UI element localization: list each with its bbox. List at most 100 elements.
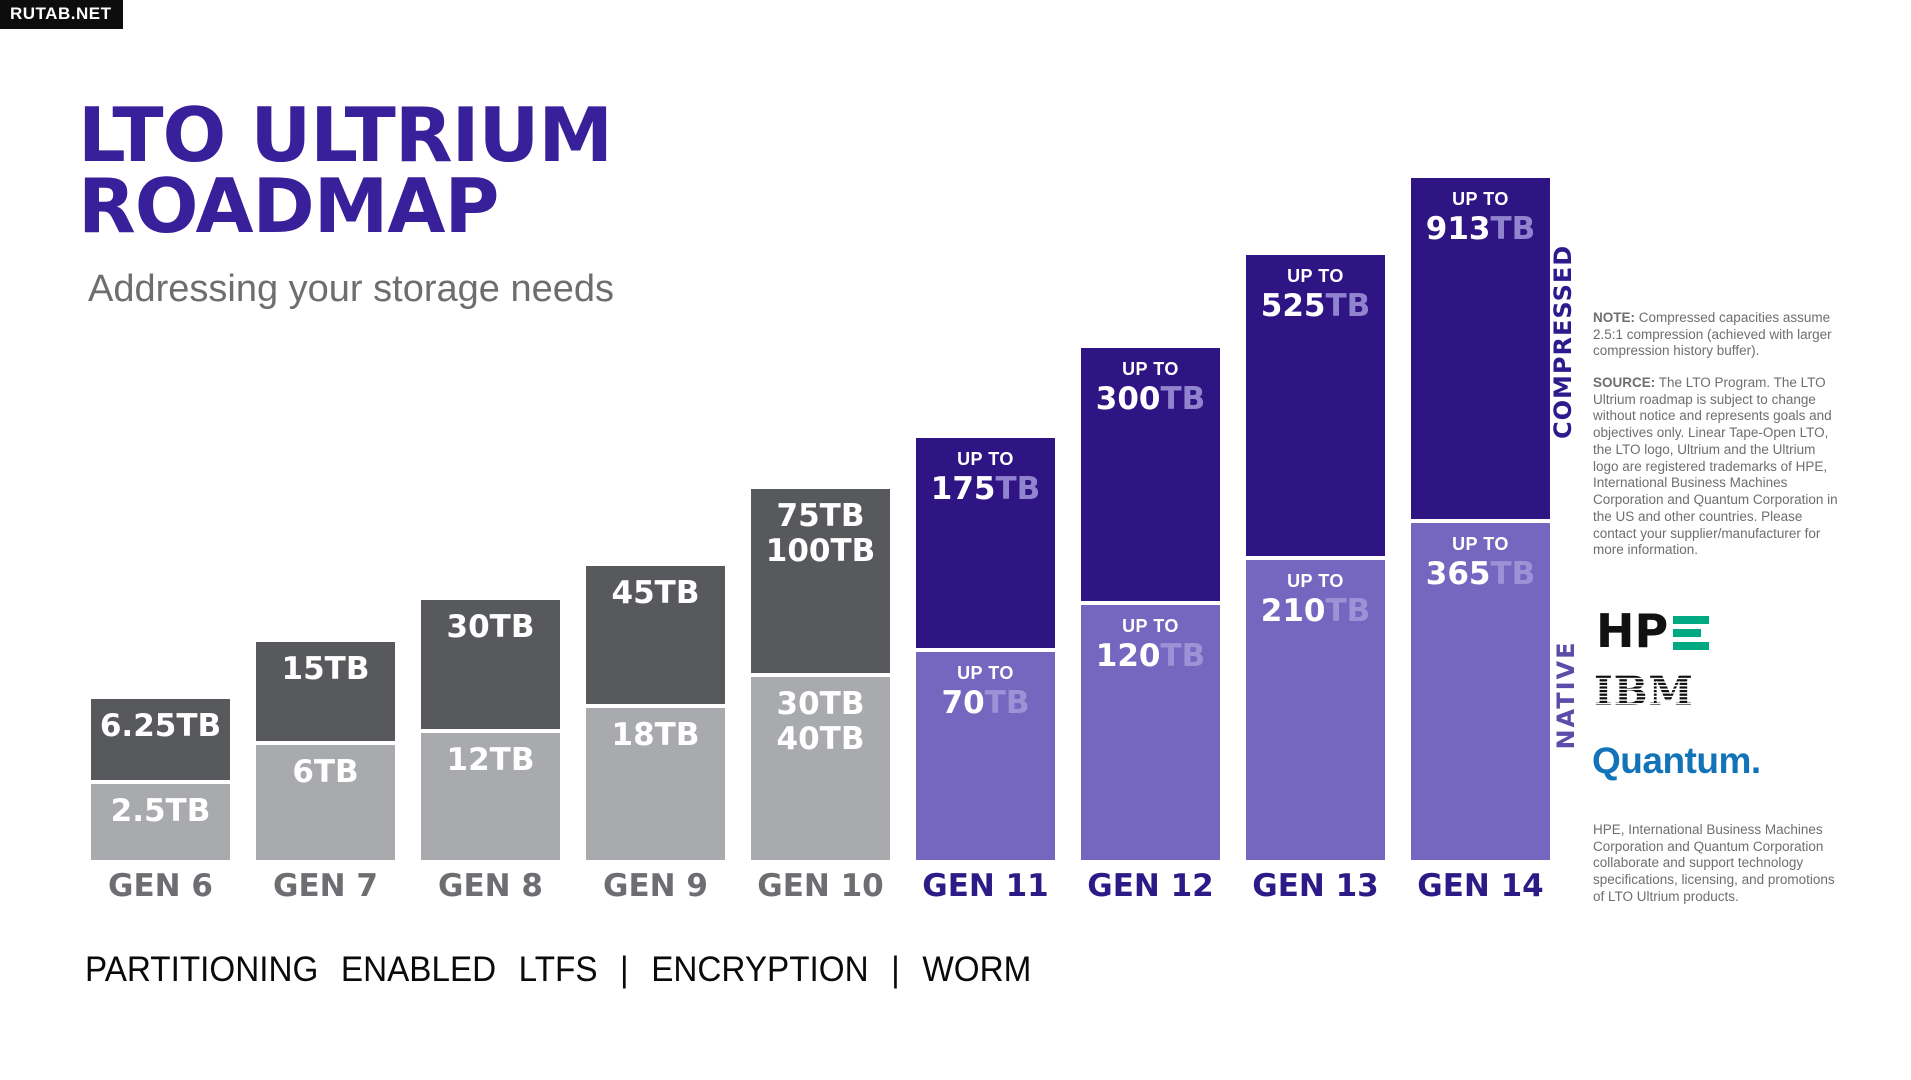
segment-value: 120TB bbox=[1081, 641, 1220, 672]
segment-value: 913TB bbox=[1411, 214, 1550, 245]
legal-paragraph: HPE, International Business Machines Cor… bbox=[1593, 822, 1835, 904]
up-to-label: UP TO bbox=[1122, 359, 1179, 379]
gen-labels: GEN 6 GEN 7 GEN 8 GEN 9 GEN 10 GEN 11 GEN 12 GE… bbox=[91, 871, 1558, 902]
hpe-logo-text: HP bbox=[1596, 604, 1669, 658]
gen-label-gen-7: GEN 7 bbox=[273, 868, 378, 904]
value-unit: TB bbox=[1490, 556, 1536, 592]
up-to-label: UP TO bbox=[1287, 571, 1344, 591]
compressed-segment-gen-12: UP TO 300TB bbox=[1081, 348, 1220, 601]
gen-label-gen-11: GEN 11 bbox=[922, 868, 1049, 904]
compressed-segment-gen-13: UP TO 525TB bbox=[1246, 255, 1385, 556]
features-line: PARTITIONING ENABLED LTFS | ENCRYPTION |… bbox=[85, 950, 1032, 989]
value-unit: TB bbox=[1325, 288, 1371, 324]
bar-gen-14: UP TO 913TB UP TO 365TB bbox=[1411, 178, 1550, 860]
segment-value: 18TB bbox=[611, 717, 700, 753]
segment-value: 75TB bbox=[776, 498, 865, 534]
source-label: SOURCE: bbox=[1593, 375, 1656, 390]
bar-gen-13: UP TO 525TB UP TO 210TB bbox=[1246, 255, 1385, 860]
gen-label-gen-9: GEN 9 bbox=[603, 868, 708, 904]
value-unit: TB bbox=[984, 685, 1030, 721]
hpe-logo: HP bbox=[1596, 604, 1710, 658]
page-title-line2: ROADMAP bbox=[78, 162, 499, 251]
segment-value: 100TB bbox=[765, 532, 876, 569]
compressed-segment-gen-7: 15TB bbox=[256, 642, 395, 741]
bar-gen-11: UP TO 175TB UP TO 70TB bbox=[916, 438, 1055, 860]
bar-gen-6: 6.25TB 2.5TB bbox=[91, 699, 230, 860]
ibm-logo: IBM bbox=[1594, 668, 1700, 717]
value-unit: TB bbox=[1325, 593, 1371, 629]
value-number: 175 bbox=[930, 471, 996, 507]
segment-value: 45TB bbox=[611, 575, 700, 611]
segment-value: 12TB bbox=[446, 742, 535, 778]
segment-value: 6.25TB bbox=[99, 708, 222, 744]
bar-chart: 6.25TB 2.5TB 15TB 6TB 30TB 12TB 45TB 18TB 75TB 10… bbox=[91, 178, 1558, 860]
compressed-segment-gen-6: 6.25TB bbox=[91, 699, 230, 780]
native-segment-gen-7: 6TB bbox=[256, 745, 395, 860]
gen-label-gen-13: GEN 13 bbox=[1252, 868, 1379, 904]
ibm-logo-text: IBM bbox=[1594, 672, 1694, 712]
up-to-label: UP TO bbox=[1452, 534, 1509, 554]
segment-value: 175TB bbox=[916, 474, 1055, 505]
value-unit: TB bbox=[995, 471, 1041, 507]
value-number: 913 bbox=[1425, 211, 1491, 247]
native-segment-gen-11: UP TO 70TB bbox=[916, 652, 1055, 860]
value-unit: TB bbox=[1160, 381, 1206, 417]
native-axis-label: NATIVE bbox=[1552, 640, 1580, 750]
up-to-label: UP TO bbox=[1287, 266, 1344, 286]
bar-gen-7: 15TB 6TB bbox=[256, 642, 395, 860]
native-segment-gen-10: 30TB 40TB bbox=[751, 677, 890, 860]
segment-value: 210TB bbox=[1246, 596, 1385, 627]
bar-gen-12: UP TO 300TB UP TO 120TB bbox=[1081, 348, 1220, 860]
gen-label-gen-10: GEN 10 bbox=[757, 868, 884, 904]
note-text: Compressed capacities assume 2.5:1 compr… bbox=[1593, 310, 1832, 359]
native-segment-gen-12: UP TO 120TB bbox=[1081, 605, 1220, 860]
quantum-logo: Quantum. bbox=[1592, 740, 1761, 781]
watermark-badge: RUTAB.NET bbox=[0, 0, 124, 29]
ibm-logo-icon: IBM bbox=[1594, 668, 1694, 715]
compressed-segment-gen-10: 75TB 100TB bbox=[751, 489, 890, 673]
segment-value: 6TB bbox=[292, 754, 359, 790]
up-to-label: UP TO bbox=[1122, 616, 1179, 636]
value-number: 120 bbox=[1095, 638, 1161, 674]
segment-value: 365TB bbox=[1411, 559, 1550, 590]
source-text: The LTO Program. The LTO Ultrium roadmap… bbox=[1593, 375, 1838, 558]
note-paragraph: NOTE: Compressed capacities assume 2.5:1… bbox=[1593, 310, 1838, 360]
up-to-label: UP TO bbox=[957, 663, 1014, 683]
native-segment-gen-6: 2.5TB bbox=[91, 784, 230, 860]
up-to-label: UP TO bbox=[1452, 189, 1509, 209]
value-number: 70 bbox=[941, 685, 985, 721]
segment-value: 15TB bbox=[281, 651, 370, 687]
segment-value: 525TB bbox=[1246, 291, 1385, 322]
native-segment-gen-13: UP TO 210TB bbox=[1246, 560, 1385, 860]
page-title-line1: LTO ULTRIUM bbox=[78, 91, 613, 179]
value-unit: TB bbox=[1160, 638, 1206, 674]
page-title: LTO ULTRIUM ROADMAP bbox=[78, 91, 613, 251]
source-paragraph: SOURCE: The LTO Program. The LTO Ultrium… bbox=[1593, 375, 1838, 559]
value-number: 300 bbox=[1095, 381, 1161, 417]
value-number: 365 bbox=[1425, 556, 1491, 592]
gen-label-gen-12: GEN 12 bbox=[1087, 868, 1214, 904]
segment-value: 30TB bbox=[446, 609, 535, 645]
gen-label-gen-6: GEN 6 bbox=[108, 868, 213, 904]
gen-label-gen-8: GEN 8 bbox=[438, 868, 543, 904]
page-subtitle: Addressing your storage needs bbox=[88, 268, 614, 310]
up-to-label: UP TO bbox=[957, 449, 1014, 469]
compressed-segment-gen-14: UP TO 913TB bbox=[1411, 178, 1550, 519]
note-label: NOTE: bbox=[1593, 310, 1635, 325]
native-segment-gen-8: 12TB bbox=[421, 733, 560, 860]
segment-value: 300TB bbox=[1081, 384, 1220, 415]
bar-gen-10: 75TB 100TB 30TB 40TB bbox=[751, 489, 890, 860]
value-unit: TB bbox=[1490, 211, 1536, 247]
gen-label-gen-14: GEN 14 bbox=[1417, 868, 1544, 904]
segment-value: 70TB bbox=[916, 688, 1055, 719]
compressed-axis-label: COMPRESSED bbox=[1549, 244, 1577, 439]
hpe-logo-e-icon bbox=[1673, 613, 1710, 650]
compressed-segment-gen-8: 30TB bbox=[421, 600, 560, 729]
segment-value: 30TB bbox=[776, 686, 865, 722]
compressed-segment-gen-11: UP TO 175TB bbox=[916, 438, 1055, 648]
bar-gen-9: 45TB 18TB bbox=[586, 566, 725, 860]
value-number: 210 bbox=[1260, 593, 1326, 629]
native-segment-gen-14: UP TO 365TB bbox=[1411, 523, 1550, 860]
bar-gen-8: 30TB 12TB bbox=[421, 600, 560, 860]
segment-value: 2.5TB bbox=[110, 793, 211, 829]
